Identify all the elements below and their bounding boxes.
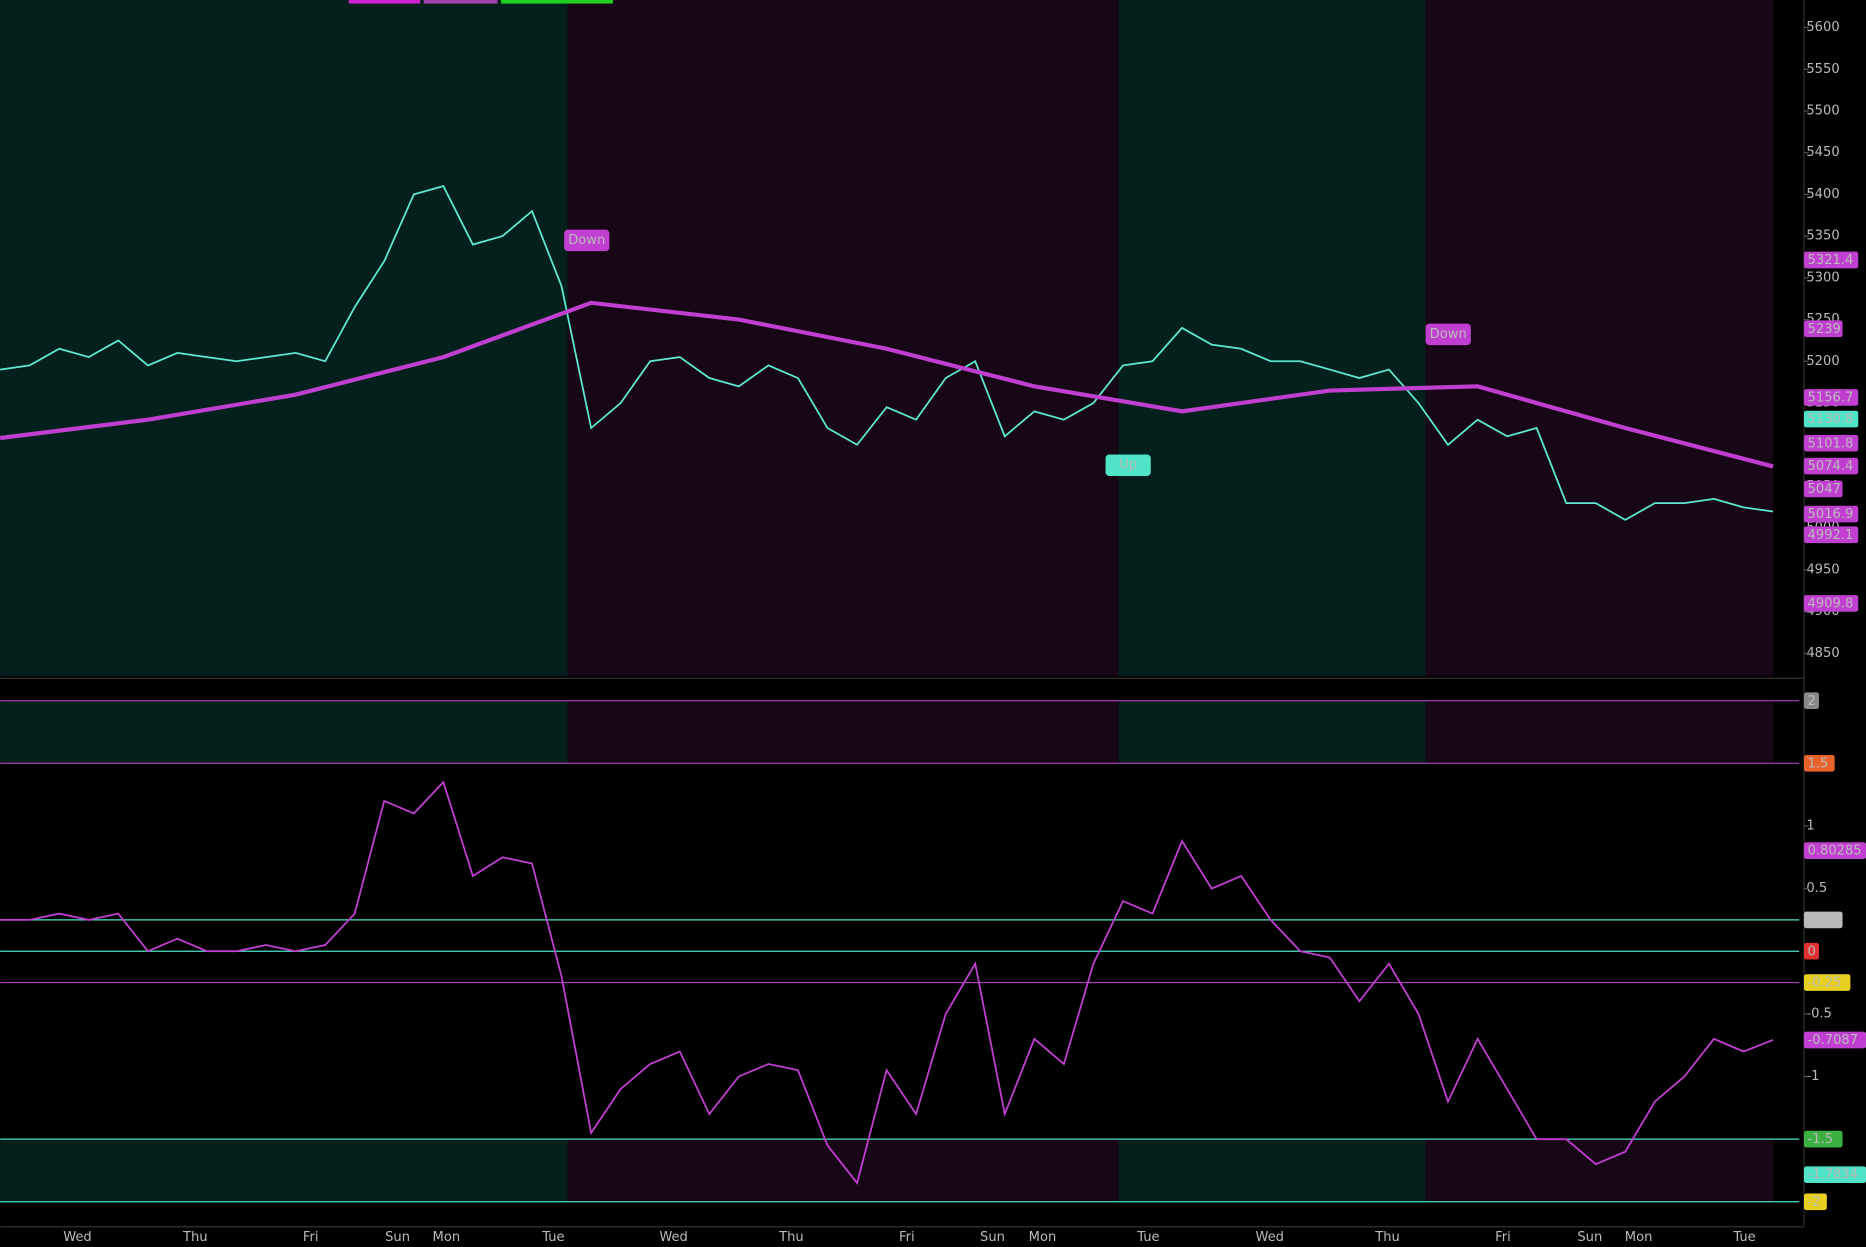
- x-tick-label: Tue: [1136, 1230, 1159, 1245]
- y-tick-label: 1: [1806, 818, 1814, 833]
- level-badge: [1803, 754, 1835, 772]
- annotation: Down: [568, 233, 605, 248]
- level-badge: [1803, 480, 1843, 498]
- y-tick-label: 5550: [1806, 62, 1839, 77]
- y-tick-label: -1: [1806, 1069, 1819, 1084]
- x-tick-label: Wed: [1255, 1230, 1284, 1245]
- legend-swatch: [348, 0, 421, 4]
- y-tick-label: 5300: [1806, 270, 1839, 285]
- level-badge: [1803, 457, 1859, 475]
- level-badge: [1803, 1193, 1827, 1211]
- level-label: -0.7087: [1808, 1033, 1858, 1048]
- level-badge: [1803, 320, 1843, 338]
- series-line: [0, 300, 1774, 469]
- level-label: 0: [1808, 944, 1816, 959]
- x-tick-label: Sun: [385, 1230, 410, 1245]
- y-tick-label: 5600: [1806, 20, 1839, 35]
- annotation-box: [564, 229, 610, 252]
- level-badge: [1803, 526, 1859, 544]
- level-badge: [1803, 251, 1859, 269]
- y-tick-label: 5450: [1806, 145, 1839, 160]
- level-label: 5239: [1808, 322, 1841, 337]
- level-label: 0.80285: [1808, 844, 1862, 859]
- level-badge: [1803, 410, 1859, 428]
- legend-swatch: [423, 0, 498, 4]
- level-label: 4909.8: [1808, 597, 1854, 612]
- y-tick-label: 5400: [1806, 187, 1839, 202]
- x-tick-label: Fri: [303, 1230, 319, 1245]
- x-tick-label: Mon: [1625, 1230, 1653, 1245]
- level-badge: [1803, 595, 1859, 612]
- x-tick-label: Wed: [659, 1230, 688, 1245]
- annotation: Down: [1430, 327, 1467, 342]
- regime-zones: [0, 0, 1774, 1202]
- x-tick-label: Thu: [1374, 1230, 1400, 1245]
- level-badge: [1803, 911, 1843, 929]
- level-badge: [1803, 1166, 1866, 1183]
- annotation: Up: [1119, 458, 1137, 473]
- level-label: 5321.4: [1808, 253, 1854, 268]
- x-tick-label: Sun: [980, 1230, 1005, 1245]
- level-badge: [1803, 1130, 1843, 1148]
- level-badge: [1803, 692, 1819, 709]
- annotation-box: [1105, 454, 1151, 476]
- level-badge: [1803, 974, 1851, 991]
- x-tick-label: Mon: [1029, 1230, 1057, 1245]
- annotation-box: [1425, 323, 1471, 346]
- level-label: 5074.4: [1808, 459, 1854, 474]
- x-tick-label: Tue: [541, 1230, 564, 1245]
- level-label: 5156.7: [1808, 391, 1854, 406]
- level-badge: [1803, 389, 1859, 406]
- level-badge: [1803, 842, 1866, 859]
- y-tick-label: 5200: [1806, 354, 1839, 369]
- x-tick-label: Wed: [63, 1230, 92, 1245]
- x-tick-label: Mon: [433, 1230, 461, 1245]
- level-label: -0.25: [1808, 976, 1842, 991]
- level-label: 5130.8: [1808, 412, 1854, 427]
- level-badge: [1803, 942, 1819, 960]
- x-tick-label: Thu: [778, 1230, 804, 1245]
- x-tick-label: Fri: [1495, 1230, 1511, 1245]
- x-tick-label: Fri: [899, 1230, 915, 1245]
- level-badge: [1803, 1031, 1866, 1049]
- level-label: -1.7834: [1808, 1168, 1858, 1183]
- x-tick-label: Sun: [1577, 1230, 1602, 1245]
- x-tick-label: Tue: [1732, 1230, 1755, 1245]
- level-label: 5016.9: [1808, 507, 1854, 522]
- legend-swatch: [501, 0, 613, 4]
- level-label: -1.5: [1808, 1132, 1834, 1147]
- level-label: 4992.1: [1808, 528, 1854, 543]
- level-label: 1.5: [1808, 756, 1829, 771]
- level-label: 0.25: [1808, 913, 1837, 928]
- level-badge: [1803, 434, 1859, 452]
- y-tick-label: -0.5: [1806, 1006, 1832, 1021]
- x-tick-label: Thu: [182, 1230, 208, 1245]
- series-line: [0, 185, 1774, 521]
- level-label: 5101.8: [1808, 436, 1854, 451]
- y-tick-label: 4950: [1806, 562, 1839, 577]
- series-line: [0, 780, 1774, 1185]
- y-tick-label: 0.5: [1806, 881, 1827, 896]
- y-tick-label: 4850: [1806, 646, 1839, 661]
- level-label: -2: [1808, 1195, 1821, 1210]
- y-tick-label: 5350: [1806, 229, 1839, 244]
- level-badge: [1803, 505, 1859, 523]
- level-label: 2: [1808, 694, 1816, 709]
- level-label: 5047: [1808, 482, 1841, 497]
- y-tick-label: 5500: [1806, 103, 1839, 118]
